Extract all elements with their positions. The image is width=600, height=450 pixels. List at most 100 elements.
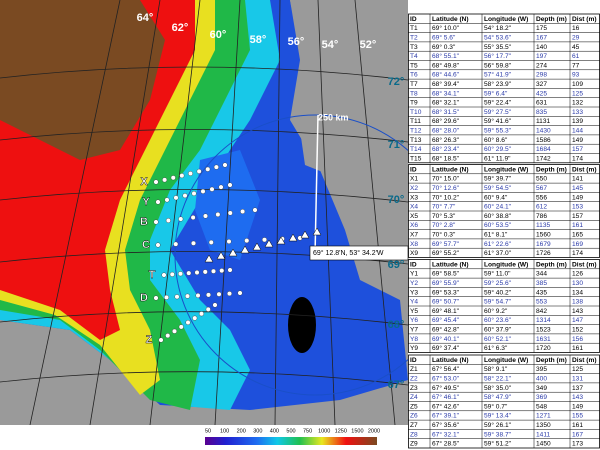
station [194, 270, 200, 276]
table-cell: 425 [536, 90, 547, 97]
table-cell: 59° 0.7" [484, 402, 508, 410]
lat-label: 67° [388, 379, 405, 391]
transect-label: Y [142, 196, 150, 208]
table-cell: 68° 31.5" [432, 108, 460, 116]
lat-label: 71° [388, 139, 405, 151]
station [173, 241, 179, 247]
station [186, 270, 192, 276]
table-cell: T10 [410, 109, 422, 116]
station [202, 213, 208, 219]
table-cell: X8 [410, 241, 418, 248]
table-cell: 130 [572, 280, 583, 287]
table-cell: 400 [536, 376, 547, 383]
colorbar-tick-label: 50 [205, 428, 211, 434]
table-cell: 54° 53.6" [484, 34, 512, 42]
colorbar-tick-label: 500 [286, 428, 295, 434]
table-cell: 145 [572, 185, 583, 192]
table-cell: 139 [572, 118, 583, 125]
table-cell: 1350 [536, 422, 551, 429]
station [190, 214, 196, 220]
table-cell: 60° 9.2" [484, 307, 508, 315]
table-header: ID [410, 357, 417, 364]
table-cell: T3 [410, 44, 418, 51]
table-cell: 93 [572, 72, 580, 79]
colorbar-tick-label: 300 [253, 428, 262, 434]
table-cell: Z7 [410, 422, 418, 429]
station-triangle [276, 236, 286, 245]
table-cell: 60° 9.4" [484, 193, 508, 201]
lon-label: 60° [210, 29, 227, 41]
station [237, 290, 243, 296]
station [173, 195, 179, 201]
station [153, 295, 159, 301]
table-cell: 349 [536, 385, 547, 392]
table-cell: 68° 49.8" [432, 61, 460, 69]
station [165, 217, 171, 223]
station [202, 269, 208, 275]
station [153, 179, 159, 185]
table-cell: Z4 [410, 394, 418, 401]
table-cell: Z5 [410, 403, 418, 410]
table-cell: Z1 [410, 366, 418, 373]
table-header: Latitude (N) [432, 261, 469, 268]
table-cell: 70° 2.8" [432, 221, 456, 229]
table-cell: 70° 10.2" [432, 193, 460, 201]
stations [153, 162, 322, 343]
table-cell: 61° 37.0" [484, 249, 512, 257]
table-cell: T14 [410, 146, 422, 153]
table-cell: 156 [572, 336, 583, 343]
table-cell: 60° 53.5" [484, 221, 512, 229]
table-cell: 125 [572, 90, 583, 97]
table-cell: Z9 [410, 441, 418, 448]
table-cell: 161 [572, 345, 583, 352]
station [196, 168, 202, 174]
lon-label: 62° [172, 22, 189, 34]
table-cell: 1314 [536, 317, 551, 324]
table-cell: 67° 56.4" [432, 365, 460, 373]
table-cell: 1742 [536, 155, 551, 162]
table-cell: Y5 [410, 308, 418, 315]
table-cell: 61 [572, 53, 580, 60]
table-cell: 169 [572, 241, 583, 248]
table-cell: 1271 [536, 413, 551, 420]
table-cell: 67° 42.6" [432, 402, 460, 410]
table-cell: 54° 18.2" [484, 24, 512, 32]
disko-island [300, 125, 345, 175]
station [190, 240, 196, 246]
table-cell: 327 [536, 81, 547, 88]
table-cell: 1720 [536, 345, 551, 352]
table-cell: Y1 [410, 271, 418, 278]
station [163, 294, 169, 300]
table-cell: 131 [572, 376, 583, 383]
station [213, 164, 219, 170]
table-cell: 68° 26.3" [432, 136, 460, 144]
table-cell: 67° 32.1" [432, 430, 460, 438]
table-cell: 61° 8.1" [484, 231, 508, 239]
table-cell: 553 [536, 299, 547, 306]
table-cell: 67° 28.5" [432, 440, 460, 448]
table-cell: 69° 10.0" [432, 24, 460, 32]
table-cell: 274 [536, 62, 547, 69]
table-cell: 56° 17.7" [484, 52, 512, 60]
station-triangle [204, 254, 214, 263]
table-cell: 132 [572, 100, 583, 107]
station-triangle [264, 239, 274, 248]
table-cell: 70° 15.0" [432, 175, 460, 183]
table-header: Latitude (N) [432, 166, 469, 173]
table-cell: 59° 40.2" [484, 288, 512, 296]
table-cell: 1135 [536, 222, 551, 229]
station [210, 268, 216, 274]
table-cell: 612 [536, 204, 547, 211]
table-cell: Y3 [410, 289, 418, 296]
station [177, 271, 183, 277]
table-cell: X6 [410, 222, 418, 229]
table-cell: X1 [410, 176, 418, 183]
colorbar-tick-label: 400 [270, 428, 279, 434]
table-cell: 161 [572, 222, 583, 229]
table-cell: T4 [410, 53, 418, 60]
table-cell: 165 [572, 232, 583, 239]
table-header: Latitude (N) [432, 357, 469, 364]
table-cell: 69° 53.3" [432, 288, 460, 296]
table-cell: 143 [572, 308, 583, 315]
table-cell: 68° 28.0" [432, 127, 460, 135]
